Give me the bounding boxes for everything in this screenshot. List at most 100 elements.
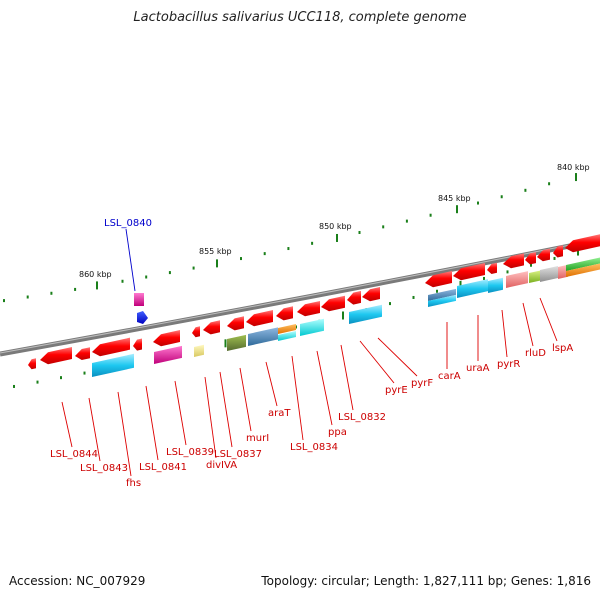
gene-box-fhs[interactable] <box>92 353 134 377</box>
inner-major-tick <box>577 247 579 256</box>
reverse-gene-arrow[interactable] <box>203 320 220 335</box>
gene-label-LSL_0840[interactable]: LSL_0840 <box>104 218 152 229</box>
inner-major-tick <box>224 339 227 348</box>
reverse-gene-arrow[interactable] <box>153 330 180 347</box>
inner-minor-tick <box>506 270 509 274</box>
reverse-gene-arrow[interactable] <box>133 338 142 351</box>
reverse-gene-arrow[interactable] <box>553 245 563 258</box>
minor-kbp-tick <box>429 213 432 217</box>
gene-label-LSL_0839[interactable]: LSL_0839 <box>166 447 214 458</box>
reverse-gene-arrow[interactable] <box>362 287 380 302</box>
reverse-gene-arrow[interactable] <box>28 358 36 370</box>
gene-label-pyrE[interactable]: pyrE <box>385 385 408 396</box>
minor-kbp-tick <box>311 241 314 245</box>
reverse-gene-arrow[interactable] <box>92 337 130 357</box>
gene-label-fhs[interactable]: fhs <box>126 478 141 489</box>
gene-label-ppa[interactable]: ppa <box>328 427 347 438</box>
reverse-gene-arrow[interactable] <box>565 234 600 253</box>
reverse-gene-arrow[interactable] <box>246 310 273 327</box>
reverse-gene-arrow[interactable] <box>453 262 485 281</box>
gene-box-LSL_0834-b[interactable] <box>278 331 296 341</box>
reverse-gene-arrow[interactable] <box>347 290 361 305</box>
leader-line <box>265 361 278 407</box>
gene-box-lspA-b[interactable] <box>558 264 568 279</box>
gene-box-pyrE[interactable] <box>349 304 382 324</box>
major-kbp-tick <box>456 205 458 214</box>
gene-label-murI[interactable]: murI <box>246 433 269 444</box>
reverse-gene-arrow[interactable] <box>537 248 550 262</box>
gene-box-edge-a[interactable] <box>566 257 600 271</box>
kbp-label-860: 860 kbp <box>79 270 112 279</box>
reverse-gene-arrow[interactable] <box>75 347 90 361</box>
gene-box-carA-b[interactable] <box>428 294 456 307</box>
gene-box-LSL_0834-a[interactable] <box>278 324 296 334</box>
gene-box-lspA[interactable] <box>540 266 558 282</box>
inner-minor-tick <box>13 384 15 388</box>
reverse-gene-arrow[interactable] <box>503 253 524 269</box>
leader-line <box>359 340 395 384</box>
gene-box-rluD[interactable] <box>506 271 528 288</box>
kbp-label-845: 845 kbp <box>438 194 471 203</box>
accession-text: Accession: NC_007929 <box>9 574 146 588</box>
leader-line <box>539 297 558 342</box>
gene-box-uraA[interactable] <box>457 279 488 298</box>
minor-kbp-tick <box>477 201 479 205</box>
gene-label-LSL_0843[interactable]: LSL_0843 <box>80 463 128 474</box>
gene-features <box>28 234 600 377</box>
minor-kbp-tick <box>548 182 551 186</box>
minor-kbp-tick <box>192 266 195 270</box>
reverse-gene-arrow[interactable] <box>487 262 497 275</box>
reverse-gene-arrow[interactable] <box>40 346 72 365</box>
gene-box-edge-b[interactable] <box>566 263 600 277</box>
gene-label-LSL_0832[interactable]: LSL_0832 <box>338 412 386 423</box>
gene-box-divIVA[interactable] <box>194 344 204 357</box>
kbp-label-group: 860 kbp 855 kbp 850 kbp 845 kbp 840 kbp <box>79 163 590 279</box>
inner-minor-tick <box>530 263 532 267</box>
minor-kbp-tick <box>405 219 408 223</box>
gene-label-LSL_0837[interactable]: LSL_0837 <box>214 449 262 460</box>
gene-label-lspA[interactable]: lspA <box>552 343 573 354</box>
gene-box-rluD-b[interactable] <box>529 270 540 283</box>
gene-label-LSL_0841[interactable]: LSL_0841 <box>139 462 187 473</box>
gene-label-pyrF[interactable]: pyrF <box>411 378 433 389</box>
gene-label-uraA[interactable]: uraA <box>466 363 490 374</box>
major-kbp-tick <box>336 233 338 242</box>
gene-box-araT[interactable] <box>248 327 278 346</box>
gene-label-pyrR[interactable]: pyrR <box>497 359 520 370</box>
reverse-gene-arrow[interactable] <box>297 300 320 317</box>
gene-box-murI[interactable] <box>227 334 246 351</box>
inner-minor-tick <box>412 295 415 299</box>
inner-minor-tick <box>60 376 62 380</box>
inner-minor-tick <box>436 289 438 293</box>
gene-box-ppa[interactable] <box>300 318 324 336</box>
gene-box-carA-a[interactable] <box>428 288 456 301</box>
reverse-gene-arrow[interactable] <box>192 326 200 338</box>
gene-label-LSL_0844[interactable]: LSL_0844 <box>50 449 98 460</box>
minor-kbp-tick <box>263 252 266 256</box>
leader-line <box>340 344 354 411</box>
gene-label-rluD[interactable]: rluD <box>525 348 546 359</box>
minor-kbp-tick <box>358 230 361 234</box>
reverse-gene-arrow[interactable] <box>227 316 244 331</box>
leader-line <box>174 380 187 446</box>
gene-label-LSL_0834[interactable]: LSL_0834 <box>290 442 338 453</box>
reverse-gene-arrow[interactable] <box>425 271 452 288</box>
gene-arrow-LSL_0840[interactable] <box>137 311 148 324</box>
minor-kbp-tick <box>145 275 148 279</box>
reverse-gene-arrow[interactable] <box>321 295 345 312</box>
leader-line <box>316 350 333 426</box>
leader-line <box>117 391 132 477</box>
gene-box-LSL_0839[interactable] <box>154 345 182 364</box>
reverse-gene-arrow[interactable] <box>525 252 536 265</box>
gene-box-LSL_0840-marker[interactable] <box>134 293 144 306</box>
leader-line <box>377 337 418 377</box>
gene-label-carA[interactable]: carA <box>438 371 461 382</box>
minor-kbp-tick <box>382 225 385 229</box>
reverse-gene-arrow[interactable] <box>276 306 293 321</box>
leader-line <box>88 397 101 462</box>
leader-line <box>501 309 508 358</box>
gene-label-araT[interactable]: araT <box>268 408 291 419</box>
inner-minor-tick <box>483 276 485 280</box>
gene-label-divIVA[interactable]: divIVA <box>206 460 237 471</box>
gene-box-pyrR[interactable] <box>488 277 503 293</box>
